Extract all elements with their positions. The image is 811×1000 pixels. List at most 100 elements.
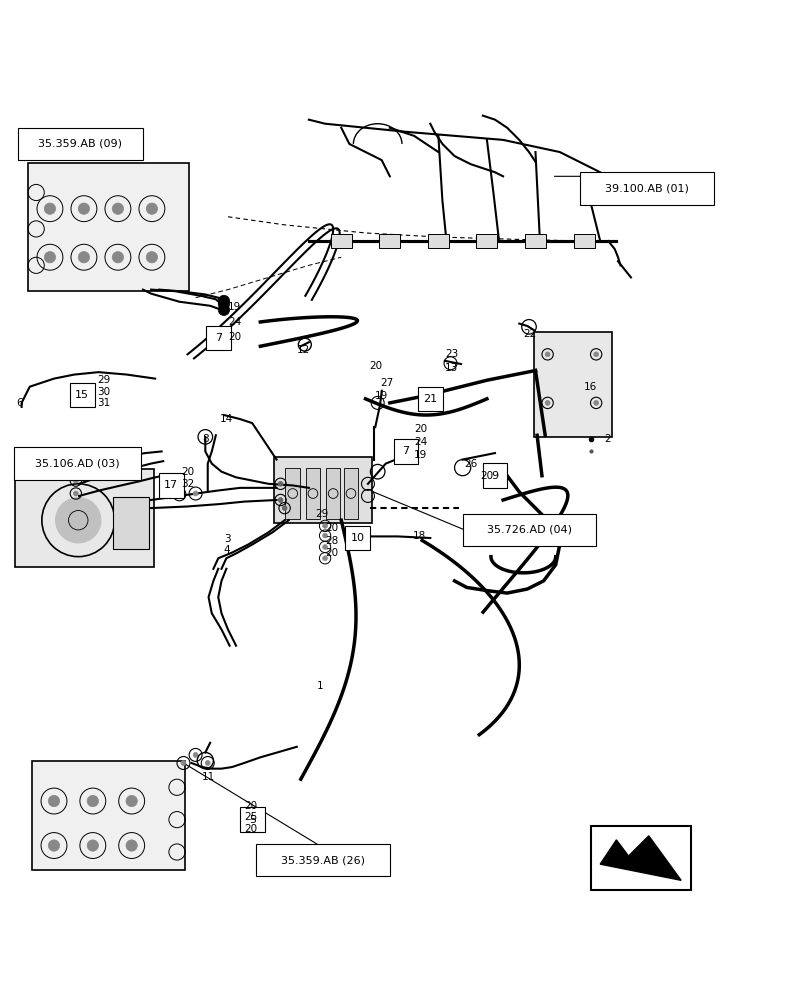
Text: 23: 23 xyxy=(444,349,457,359)
FancyBboxPatch shape xyxy=(393,439,418,464)
Circle shape xyxy=(544,400,549,405)
Text: 6: 6 xyxy=(16,398,23,408)
FancyBboxPatch shape xyxy=(573,234,594,248)
Circle shape xyxy=(544,352,549,357)
Circle shape xyxy=(193,752,198,757)
FancyBboxPatch shape xyxy=(18,128,143,160)
Text: 28: 28 xyxy=(324,536,338,546)
Text: 2: 2 xyxy=(603,434,610,444)
Text: 15: 15 xyxy=(75,390,89,400)
Circle shape xyxy=(322,523,327,528)
Text: 16: 16 xyxy=(583,382,597,392)
FancyBboxPatch shape xyxy=(325,468,340,519)
FancyBboxPatch shape xyxy=(159,473,183,498)
Circle shape xyxy=(593,400,598,405)
Text: 20: 20 xyxy=(244,801,257,811)
Circle shape xyxy=(112,252,123,263)
FancyBboxPatch shape xyxy=(476,234,497,248)
Text: 31: 31 xyxy=(97,398,110,408)
Text: 20: 20 xyxy=(369,361,382,371)
Text: 21: 21 xyxy=(423,394,437,404)
Circle shape xyxy=(45,203,55,214)
Text: 22: 22 xyxy=(523,329,536,339)
Circle shape xyxy=(218,304,230,315)
Circle shape xyxy=(78,203,89,214)
Circle shape xyxy=(49,840,59,851)
Text: 1: 1 xyxy=(316,681,324,691)
Circle shape xyxy=(278,498,283,502)
Circle shape xyxy=(322,533,327,538)
Text: 26: 26 xyxy=(464,459,477,469)
Text: 19: 19 xyxy=(375,391,388,401)
FancyBboxPatch shape xyxy=(285,468,299,519)
Text: 20: 20 xyxy=(244,824,257,834)
Text: 7: 7 xyxy=(214,333,221,343)
FancyBboxPatch shape xyxy=(14,447,141,480)
Circle shape xyxy=(73,478,78,483)
Circle shape xyxy=(87,795,98,807)
Text: 20: 20 xyxy=(228,332,241,342)
Text: 20: 20 xyxy=(480,471,493,481)
Circle shape xyxy=(146,203,157,214)
Text: 35.359.AB (26): 35.359.AB (26) xyxy=(281,855,365,865)
Circle shape xyxy=(73,491,78,496)
Text: 18: 18 xyxy=(412,531,425,541)
Text: 12: 12 xyxy=(296,345,310,355)
Circle shape xyxy=(181,761,186,765)
Circle shape xyxy=(177,492,182,497)
Text: 10: 10 xyxy=(350,533,364,543)
Text: 24: 24 xyxy=(228,317,241,327)
Circle shape xyxy=(126,795,137,807)
Text: 8: 8 xyxy=(202,434,208,444)
FancyBboxPatch shape xyxy=(305,468,320,519)
Text: 29: 29 xyxy=(315,509,328,519)
Circle shape xyxy=(322,545,327,549)
FancyBboxPatch shape xyxy=(330,234,351,248)
FancyBboxPatch shape xyxy=(32,761,185,870)
FancyBboxPatch shape xyxy=(579,172,713,205)
Text: 4: 4 xyxy=(224,545,230,555)
FancyBboxPatch shape xyxy=(15,469,153,567)
Circle shape xyxy=(49,795,59,807)
FancyBboxPatch shape xyxy=(28,163,189,291)
FancyBboxPatch shape xyxy=(418,387,442,411)
Text: 14: 14 xyxy=(220,414,233,424)
FancyBboxPatch shape xyxy=(482,463,507,488)
Circle shape xyxy=(218,299,230,310)
Circle shape xyxy=(78,252,89,263)
FancyBboxPatch shape xyxy=(206,326,230,350)
FancyBboxPatch shape xyxy=(274,457,371,523)
FancyBboxPatch shape xyxy=(256,844,389,876)
Text: 35.726.AD (04): 35.726.AD (04) xyxy=(487,525,571,535)
Text: 30: 30 xyxy=(97,387,109,397)
Text: 13: 13 xyxy=(444,363,457,373)
Text: 35.106.AD (03): 35.106.AD (03) xyxy=(35,459,119,469)
Text: 24: 24 xyxy=(414,437,427,447)
Circle shape xyxy=(73,465,78,470)
Circle shape xyxy=(112,203,123,214)
FancyBboxPatch shape xyxy=(343,468,358,519)
FancyBboxPatch shape xyxy=(240,807,264,832)
Text: 39.100.AB (01): 39.100.AB (01) xyxy=(604,183,688,193)
Text: 20: 20 xyxy=(181,467,194,477)
Text: 20: 20 xyxy=(414,424,427,434)
Circle shape xyxy=(126,840,137,851)
FancyBboxPatch shape xyxy=(462,514,595,546)
Text: 7: 7 xyxy=(402,446,409,456)
FancyBboxPatch shape xyxy=(590,826,690,890)
FancyBboxPatch shape xyxy=(427,234,448,248)
Text: 3: 3 xyxy=(224,534,230,544)
FancyBboxPatch shape xyxy=(379,234,400,248)
Circle shape xyxy=(593,352,598,357)
Text: 27: 27 xyxy=(380,378,393,388)
Text: 20: 20 xyxy=(324,548,338,558)
Circle shape xyxy=(322,556,327,561)
Circle shape xyxy=(205,761,210,765)
Circle shape xyxy=(282,506,287,511)
Circle shape xyxy=(55,498,101,543)
Circle shape xyxy=(45,252,55,263)
Circle shape xyxy=(278,481,283,486)
Circle shape xyxy=(218,295,230,307)
FancyBboxPatch shape xyxy=(345,526,369,550)
Text: 19: 19 xyxy=(414,450,427,460)
